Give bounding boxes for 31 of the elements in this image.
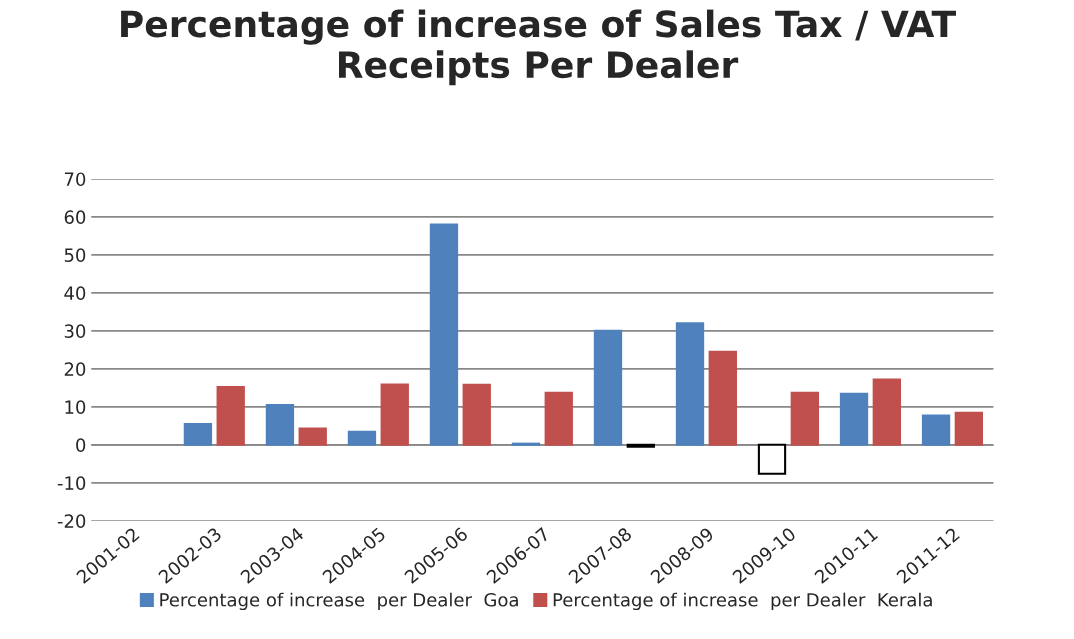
bar xyxy=(954,411,984,446)
y-tick-label: 20 xyxy=(64,362,86,376)
y-tick-label: 10 xyxy=(65,400,86,414)
bar xyxy=(593,329,623,446)
bar xyxy=(921,414,951,446)
bar xyxy=(839,392,869,446)
bar xyxy=(380,383,409,446)
chart-title: Percentage of increase of Sales Tax / VAT Receipts Per Dealer xyxy=(121,9,956,86)
bar xyxy=(544,391,573,446)
y-tick-label: 50 xyxy=(64,248,86,263)
y-tick-label: 0 xyxy=(76,438,86,452)
y-tick-label: -10 xyxy=(57,476,86,490)
legend-label: Percentage of increase per Dealer Goa xyxy=(160,592,518,611)
bar xyxy=(872,378,901,446)
bar xyxy=(183,422,213,446)
bar xyxy=(462,383,491,446)
bar xyxy=(265,403,295,446)
y-tick-label: 30 xyxy=(64,324,86,338)
bar xyxy=(757,443,787,475)
y-tick-label: 70 xyxy=(64,172,86,187)
bar xyxy=(790,391,819,446)
y-tick-label: -20 xyxy=(57,514,86,528)
y-tick-label: 40 xyxy=(64,286,86,300)
bar xyxy=(675,322,705,446)
bar xyxy=(708,350,737,446)
bar xyxy=(347,430,377,446)
legend-label: Percentage of increase per Dealer Kerala xyxy=(553,592,932,611)
y-tick-label: 60 xyxy=(64,210,86,225)
bar xyxy=(298,427,327,446)
bar xyxy=(429,223,459,446)
bar xyxy=(216,386,245,446)
